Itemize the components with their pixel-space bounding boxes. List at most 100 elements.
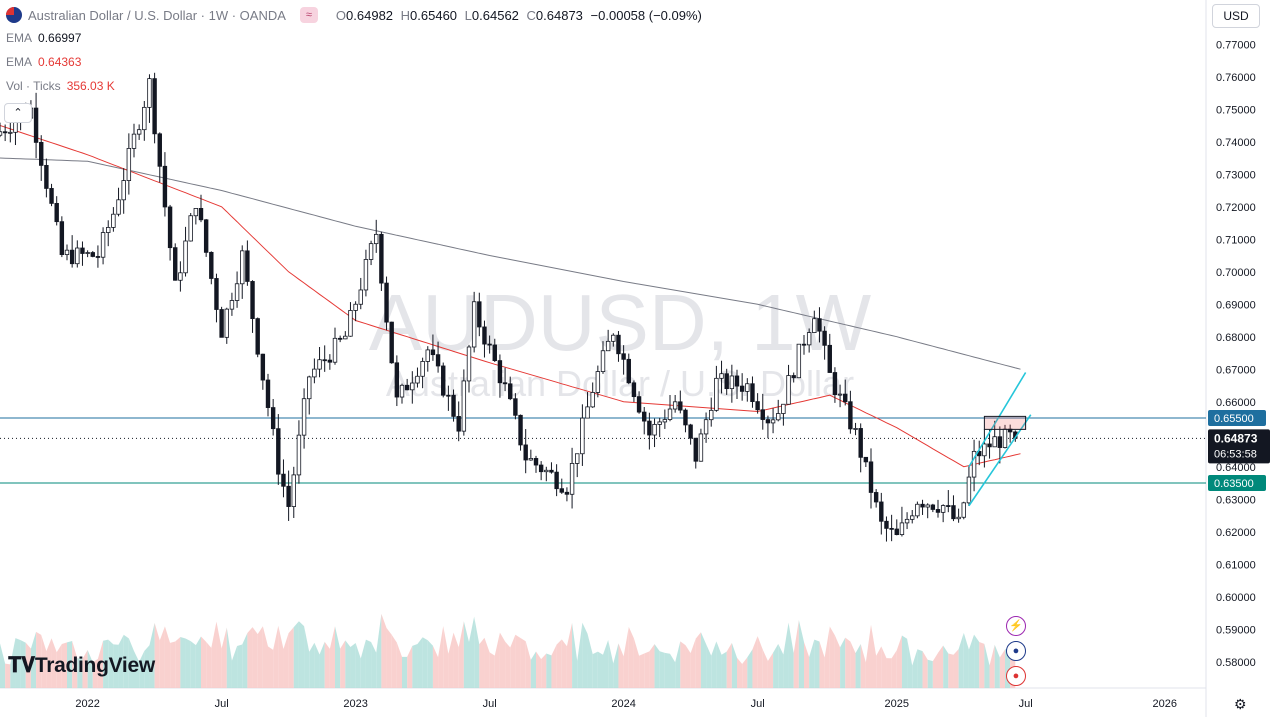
volume-area xyxy=(721,651,727,688)
volume-area xyxy=(123,634,129,688)
collapse-indicators-button[interactable]: ⌃ xyxy=(4,103,32,123)
symbol-title[interactable]: Australian Dollar / U.S. Dollar · 1W · O… xyxy=(28,7,286,23)
candle-body xyxy=(894,528,899,536)
currency-button[interactable]: USD xyxy=(1212,4,1260,28)
settings-gear-icon[interactable]: ⚙ xyxy=(1234,696,1247,712)
level-price-text: 0.63500 xyxy=(1214,478,1254,490)
candle-body xyxy=(240,250,245,285)
candle-body xyxy=(136,129,142,135)
candle-body xyxy=(776,413,781,421)
au-event-icon[interactable]: ● xyxy=(1006,641,1026,661)
volume-area xyxy=(551,644,557,688)
candle-body xyxy=(997,436,1003,448)
volume-area xyxy=(427,640,433,688)
candle-body xyxy=(0,131,3,136)
volume-area xyxy=(845,637,851,688)
volume-area xyxy=(329,626,335,688)
candle-body xyxy=(533,458,539,466)
volume-area xyxy=(283,633,289,688)
chart-header: Australian Dollar / U.S. Dollar · 1W · O… xyxy=(6,6,702,24)
high-label: H xyxy=(400,7,411,23)
volume-area xyxy=(994,644,1000,688)
candle-body xyxy=(538,464,544,473)
volume-area xyxy=(242,632,248,688)
volume-area xyxy=(680,641,686,688)
close-label: C xyxy=(526,7,536,23)
volume-area xyxy=(237,644,243,688)
volume-area xyxy=(963,632,969,688)
candle-body xyxy=(234,283,240,301)
y-tick-label: 0.59000 xyxy=(1216,624,1256,636)
candle-body xyxy=(245,250,250,282)
candle-body xyxy=(528,458,534,461)
volume-area xyxy=(505,641,511,688)
volume-area xyxy=(999,649,1005,688)
tradingview-logo[interactable]: 𝐓𝐕 TradingView xyxy=(8,654,155,678)
y-tick-label: 0.72000 xyxy=(1216,202,1256,214)
candle-body xyxy=(44,164,49,189)
candle-body xyxy=(461,380,467,432)
last-price-text: 0.64873 xyxy=(1214,431,1258,445)
volume-area xyxy=(252,627,258,688)
candle-body xyxy=(64,249,70,255)
candle-body xyxy=(276,428,281,475)
volume-area xyxy=(20,640,26,688)
candle-body xyxy=(167,206,173,249)
volume-area xyxy=(432,645,439,688)
volume-area xyxy=(185,638,191,688)
x-tick-label: 2024 xyxy=(611,698,635,710)
candle-body xyxy=(358,289,363,305)
y-tick-label: 0.61000 xyxy=(1216,559,1256,571)
y-tick-label: 0.68000 xyxy=(1216,332,1256,344)
volume-area xyxy=(762,649,768,688)
volume-area xyxy=(881,646,887,688)
volume-area xyxy=(231,645,238,688)
us-event-icon[interactable]: ● xyxy=(1006,666,1026,686)
candle-body xyxy=(69,249,75,265)
volume-area xyxy=(108,639,114,688)
indicator-volume[interactable]: Vol · Ticks 356.03 K xyxy=(6,79,115,93)
candle-body xyxy=(49,188,54,204)
candle-body xyxy=(631,382,637,398)
candle-body xyxy=(456,416,461,432)
volume-area xyxy=(778,643,784,688)
candle-body xyxy=(714,377,719,411)
candle-body xyxy=(879,501,884,522)
volume-area xyxy=(989,644,995,688)
volume-area xyxy=(582,622,588,688)
candle-body xyxy=(930,504,936,510)
indicator-ema-fast[interactable]: EMA 0.64363 xyxy=(6,55,81,69)
candle-body xyxy=(889,527,894,530)
indicator-ema-slow[interactable]: EMA 0.66997 xyxy=(6,31,81,45)
candle-body xyxy=(709,409,714,421)
candle-body xyxy=(317,359,322,370)
candle-body xyxy=(13,121,18,133)
volume-area xyxy=(819,641,825,688)
volume-area xyxy=(566,622,573,688)
candle-body xyxy=(39,141,44,166)
lightning-event-icon[interactable]: ⚡ xyxy=(1006,616,1026,636)
candle-body xyxy=(188,215,193,242)
volume-area xyxy=(809,639,815,688)
volume-area xyxy=(608,640,614,688)
volume-area xyxy=(82,650,88,688)
candle-body xyxy=(549,469,554,473)
candle-body xyxy=(770,419,776,424)
candle-body xyxy=(559,488,564,493)
volume-area xyxy=(891,650,897,688)
volume-area xyxy=(695,632,701,688)
volume-area xyxy=(113,644,119,688)
volume-area xyxy=(984,643,990,688)
volume-area xyxy=(773,643,779,688)
y-tick-label: 0.69000 xyxy=(1216,299,1256,311)
volume-area xyxy=(644,651,650,688)
candle-body xyxy=(451,394,456,417)
volume-area xyxy=(546,653,552,688)
candle-body xyxy=(760,409,765,420)
compare-icon[interactable]: ≈ xyxy=(299,7,318,23)
x-tick-label: Jul xyxy=(215,698,229,710)
candle-body xyxy=(33,107,39,143)
volume-area xyxy=(257,626,263,688)
volume-area xyxy=(840,637,846,688)
